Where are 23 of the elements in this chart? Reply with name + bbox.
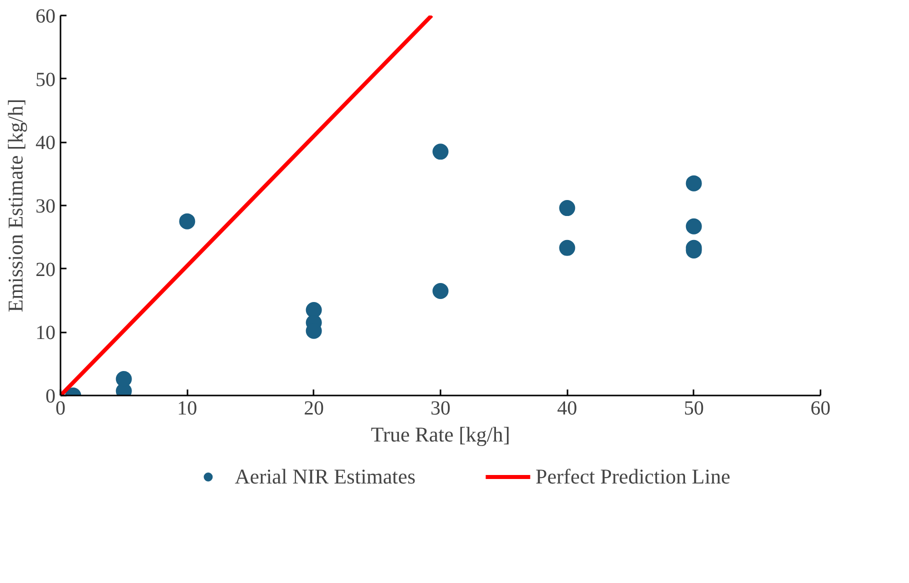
point — [559, 240, 576, 256]
y-tick-label: 30 — [36, 196, 56, 218]
x-tick-label: 40 — [557, 398, 578, 420]
legend-label: Aerial NIR Estimates — [234, 464, 416, 489]
x-tick-label: 10 — [177, 398, 198, 420]
y-tick-label: 40 — [36, 132, 56, 154]
y-tick-label: 10 — [36, 322, 56, 344]
y-tick-label: 50 — [36, 68, 56, 91]
x-tick-label: 60 — [810, 398, 830, 420]
x-tick-label: 30 — [430, 398, 450, 420]
point — [686, 218, 702, 234]
x-axis-title: True Rate [kg/h] — [370, 422, 510, 446]
point — [432, 144, 448, 160]
point — [559, 200, 576, 216]
point — [179, 213, 196, 230]
y-axis-title: Emission Estimate [kg/h] — [4, 98, 28, 312]
x-tick-label: 50 — [684, 398, 704, 420]
point — [686, 175, 702, 192]
x-tick-label: 20 — [304, 398, 324, 420]
y-tick-label: 60 — [36, 6, 56, 28]
y-tick-label: 20 — [36, 258, 56, 281]
legend-label: Perfect Prediction Line — [536, 464, 730, 489]
point — [432, 283, 448, 299]
